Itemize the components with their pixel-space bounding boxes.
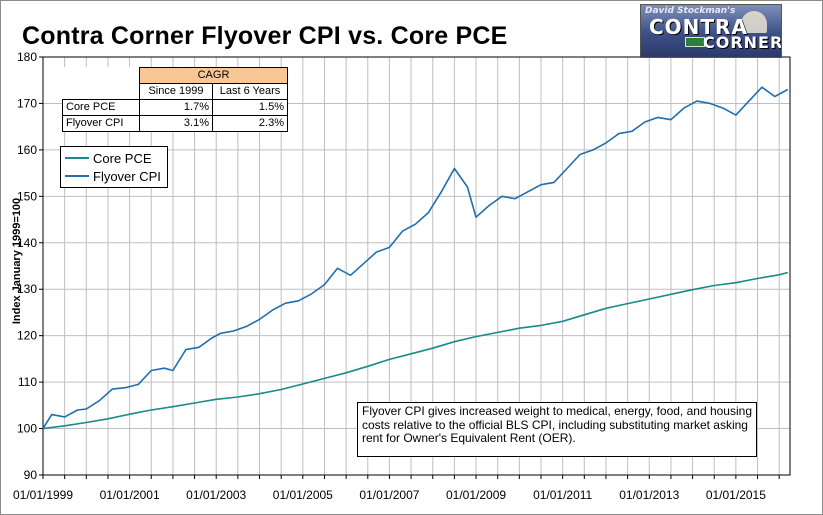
legend-item-flyover-cpi: Flyover CPI: [65, 168, 161, 184]
contra-corner-logo: David Stockman's CONTRA CORNER: [640, 4, 782, 58]
legend-swatch-core-pce: [65, 157, 89, 159]
x-tick-label: 01/01/2001: [100, 488, 160, 502]
cagr-table-subheader-row: Since 1999 Last 6 Years: [63, 83, 288, 100]
legend-swatch-flyover-cpi: [65, 175, 89, 177]
y-tick-label: 120: [17, 329, 37, 343]
x-tick-label: 01/01/2011: [533, 488, 592, 502]
legend-label-flyover-cpi: Flyover CPI: [93, 168, 161, 184]
cell-core-pce-last-6: 1.5%: [212, 99, 288, 116]
x-tick-label: 01/01/2003: [186, 488, 246, 502]
table-empty-corner: [63, 84, 140, 100]
cell-core-pce-since-1999: 1.7%: [139, 99, 213, 116]
x-axis-ticks: 01/01/1999 01/01/2001 01/01/2003 01/01/2005…: [13, 475, 780, 502]
y-tick-label: 110: [18, 375, 37, 389]
cagr-table-header-row: CAGR: [63, 67, 288, 84]
cell-flyover-cpi-since-1999: 3.1%: [139, 115, 213, 132]
y-tick-label: 150: [17, 189, 37, 203]
plot-area-border: [42, 56, 791, 476]
column-header-last-6-years: Last 6 Years: [212, 83, 288, 100]
flyover-cpi-line: [42, 86, 789, 430]
chart-title: Contra Corner Flyover CPI vs. Core PCE: [22, 22, 508, 50]
cagr-header: CAGR: [139, 67, 288, 84]
x-tick-label: 01/01/1999: [13, 488, 73, 502]
y-tick-label: 160: [17, 143, 37, 157]
cagr-table: CAGR Since 1999 Last 6 Years Core PCE 1.…: [62, 67, 288, 132]
x-tick-label: 01/01/2015: [706, 488, 766, 502]
capitol-dome-icon: [741, 11, 767, 33]
x-tick-label: 01/01/2009: [446, 488, 506, 502]
column-header-since-1999: Since 1999: [139, 83, 213, 100]
x-tick-label: 01/01/2005: [273, 488, 333, 502]
annotation-note: Flyover CPI gives increased weight to me…: [357, 402, 757, 457]
logo-byline: David Stockman's: [645, 6, 736, 16]
legend-item-core-pce: Core PCE: [65, 150, 152, 166]
table-empty-corner: [63, 68, 140, 84]
y-axis-ticks: 90 100 110 120 130 140 150 160 170 180: [17, 50, 43, 482]
legend-label-core-pce: Core PCE: [93, 150, 152, 166]
series-lines: [42, 86, 789, 430]
logo-word-corner: CORNER: [703, 33, 782, 52]
x-tick-label: 01/01/2007: [359, 488, 419, 502]
row-label-core-pce: Core PCE: [62, 99, 140, 116]
y-tick-label: 170: [17, 96, 37, 110]
y-tick-label: 140: [17, 236, 37, 250]
table-row: Flyover CPI 3.1% 2.3%: [62, 115, 288, 132]
y-tick-label: 180: [17, 50, 37, 64]
y-tick-label: 100: [17, 422, 37, 436]
table-row: Core PCE 1.7% 1.5%: [62, 99, 288, 116]
chart-legend: Core PCE Flyover CPI: [60, 146, 168, 188]
street-sign-icon: [685, 37, 705, 47]
y-axis-label: Index January 1999=100: [11, 198, 23, 324]
y-tick-label: 130: [17, 282, 37, 296]
cell-flyover-cpi-last-6: 2.3%: [212, 115, 288, 132]
core-pce-line: [42, 271, 789, 430]
x-tick-label: 01/01/2013: [619, 488, 679, 502]
row-label-flyover-cpi: Flyover CPI: [62, 115, 140, 132]
y-tick-label: 90: [24, 468, 38, 482]
logo-word-contra: CONTRA: [649, 15, 748, 39]
